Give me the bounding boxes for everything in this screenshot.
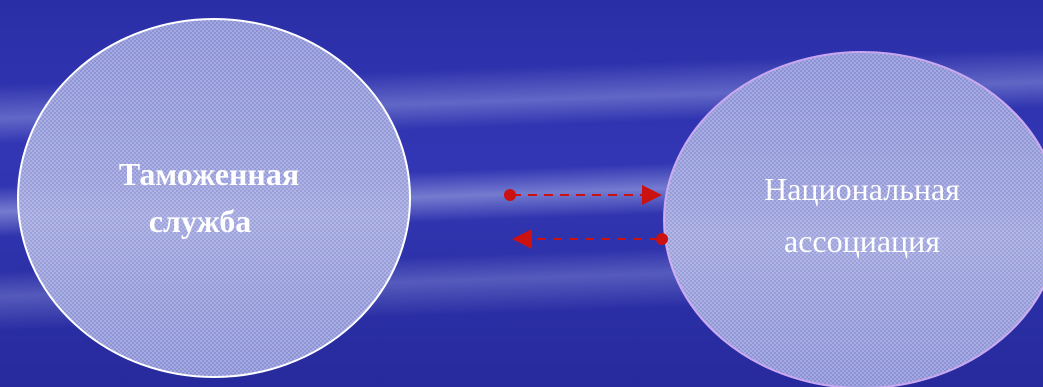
national-association-label-line2: ассоциация <box>784 223 940 259</box>
arrow-association-to-customs <box>512 229 668 249</box>
customs-service-label-line1: Таможенная <box>119 156 299 192</box>
customs-service-label-line2: служба <box>149 203 252 239</box>
national-association-label-line1: Национальная <box>764 171 960 207</box>
arrow-customs-to-association <box>504 185 662 205</box>
arrow-start-dot <box>504 189 516 201</box>
arrow-start-dot <box>656 233 668 245</box>
customs-service-node: Таможенная служба <box>17 18 411 378</box>
national-association-node: Национальная ассоциация <box>663 51 1043 387</box>
